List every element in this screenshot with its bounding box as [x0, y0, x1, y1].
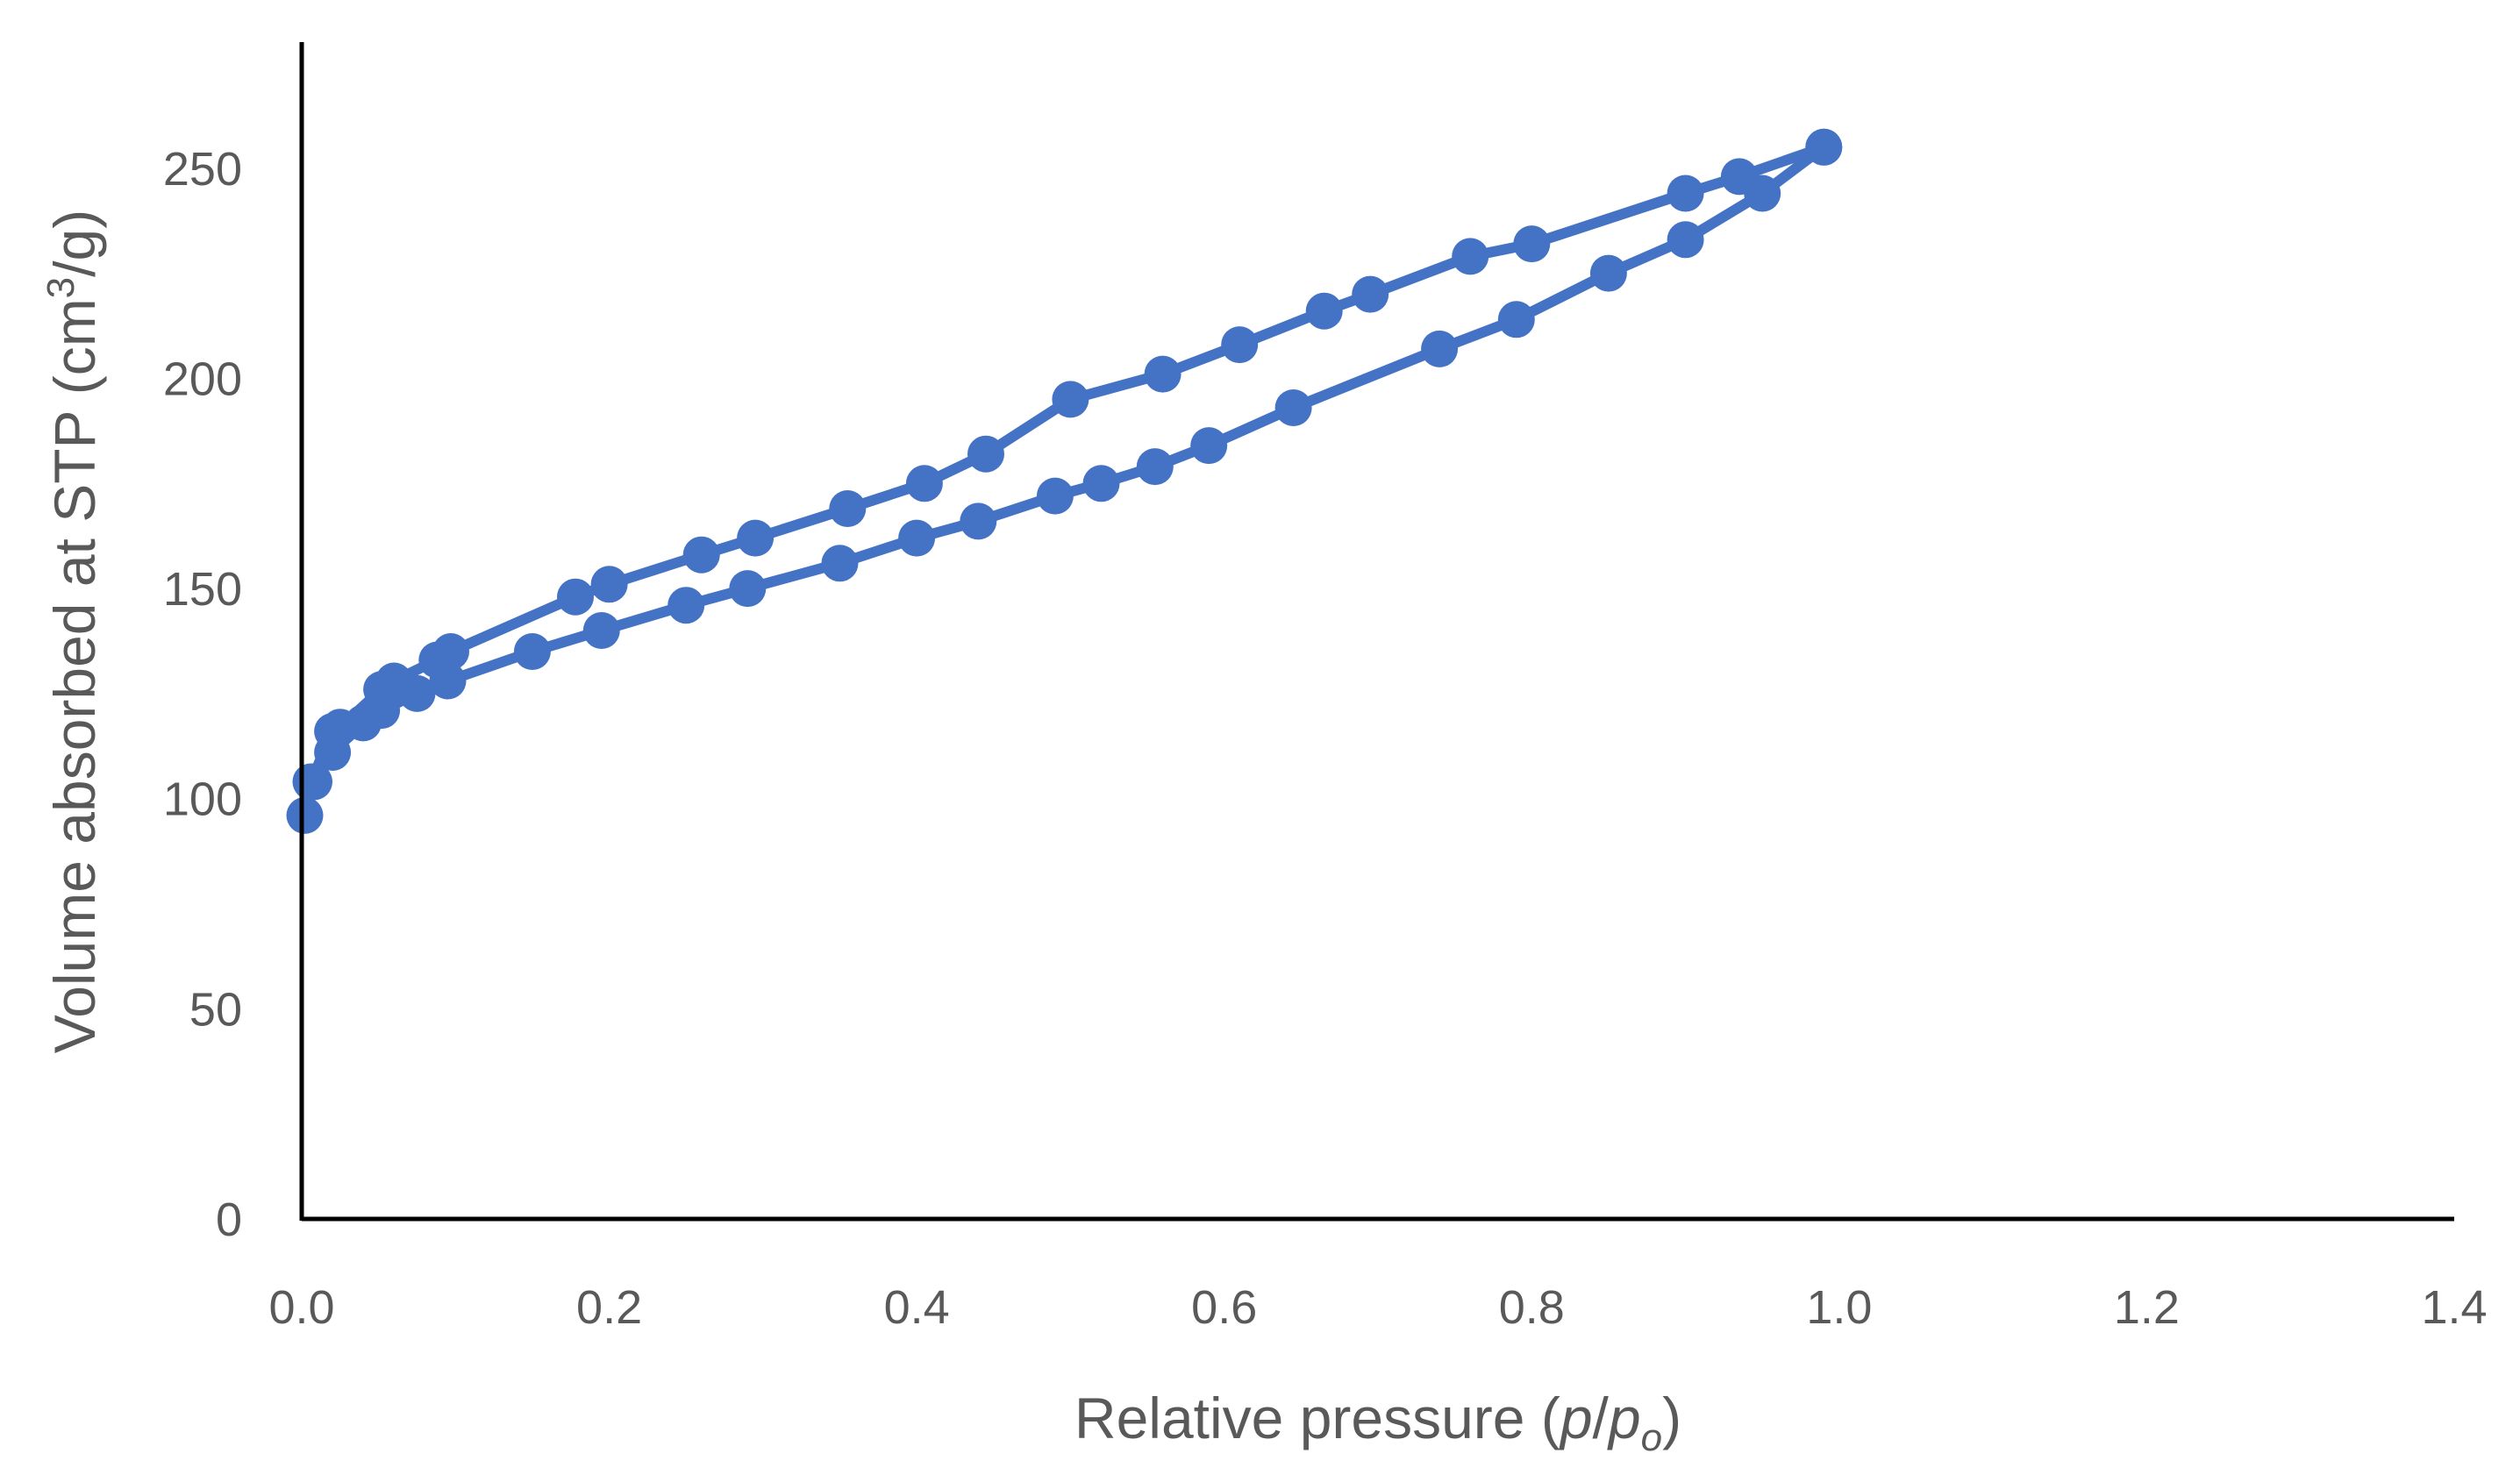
- data-point-adsorption: [286, 796, 324, 834]
- x-tick-label: 0.8: [1499, 1281, 1565, 1334]
- y-tick-label: 50: [189, 983, 242, 1036]
- data-point-adsorption: [898, 519, 936, 557]
- data-point-adsorption: [1082, 465, 1120, 502]
- x-tick-label: 0.2: [576, 1281, 642, 1334]
- data-point-desorption: [1720, 158, 1758, 196]
- data-point-adsorption: [1667, 221, 1704, 259]
- data-point-adsorption: [1589, 254, 1627, 292]
- data-point-desorption: [1667, 175, 1704, 212]
- data-point-adsorption: [821, 545, 859, 582]
- data-point-desorption: [967, 435, 1004, 473]
- series-layer: [286, 128, 1843, 834]
- x-tick-label: 0.4: [884, 1281, 950, 1334]
- x-tick-label: 0.0: [268, 1281, 334, 1334]
- data-point-desorption: [1144, 355, 1181, 393]
- data-point-desorption: [1513, 225, 1551, 263]
- data-point-desorption: [363, 671, 401, 709]
- y-tick-label: 200: [163, 353, 242, 405]
- data-point-adsorption: [513, 633, 551, 670]
- data-point-desorption: [682, 536, 720, 574]
- x-tick-label: 1.0: [1806, 1281, 1872, 1334]
- data-point-adsorption: [1497, 301, 1535, 338]
- data-point-adsorption: [960, 502, 997, 540]
- data-point-desorption: [292, 763, 330, 801]
- data-point-desorption: [590, 566, 628, 603]
- data-point-desorption: [557, 578, 594, 616]
- data-point-desorption: [1221, 326, 1259, 364]
- y-tick-labels: 0 50 100 150 200 250: [163, 143, 242, 1246]
- data-point-desorption: [829, 490, 867, 527]
- data-point-adsorption: [1421, 330, 1459, 367]
- y-tick-label: 150: [163, 563, 242, 616]
- data-point-adsorption: [1136, 448, 1174, 486]
- x-tick-label: 1.2: [2114, 1281, 2180, 1334]
- data-point-adsorption: [1274, 389, 1312, 426]
- y-tick-label: 250: [163, 143, 242, 196]
- y-tick-label: 0: [216, 1194, 242, 1246]
- x-tick-label: 0.6: [1191, 1281, 1257, 1334]
- data-point-adsorption: [667, 587, 705, 624]
- data-point-desorption: [1052, 381, 1089, 418]
- x-axis-title: Relative pressure (p/po): [1074, 1386, 1681, 1459]
- data-point-desorption: [314, 713, 352, 750]
- data-point-desorption: [1352, 275, 1389, 313]
- data-point-adsorption: [1036, 477, 1074, 515]
- data-point-desorption: [1452, 238, 1489, 275]
- data-point-desorption: [1305, 292, 1343, 330]
- y-axis-title: Volume absorbed at STP (cm3/g): [39, 210, 107, 1053]
- x-tick-label: 1.4: [2421, 1281, 2487, 1334]
- data-point-desorption: [905, 465, 943, 502]
- x-tick-labels: 0.0 0.2 0.4 0.6 0.8 1.0 1.2 1.4: [268, 1281, 2487, 1334]
- data-point-adsorption: [1190, 427, 1228, 465]
- y-tick-label: 100: [163, 773, 242, 826]
- data-point-desorption: [737, 519, 775, 557]
- series-line-desorption: [305, 141, 1830, 787]
- data-point-adsorption: [582, 612, 620, 649]
- data-point-desorption: [1805, 128, 1843, 166]
- data-point-adsorption: [729, 570, 767, 608]
- data-point-desorption: [418, 641, 456, 679]
